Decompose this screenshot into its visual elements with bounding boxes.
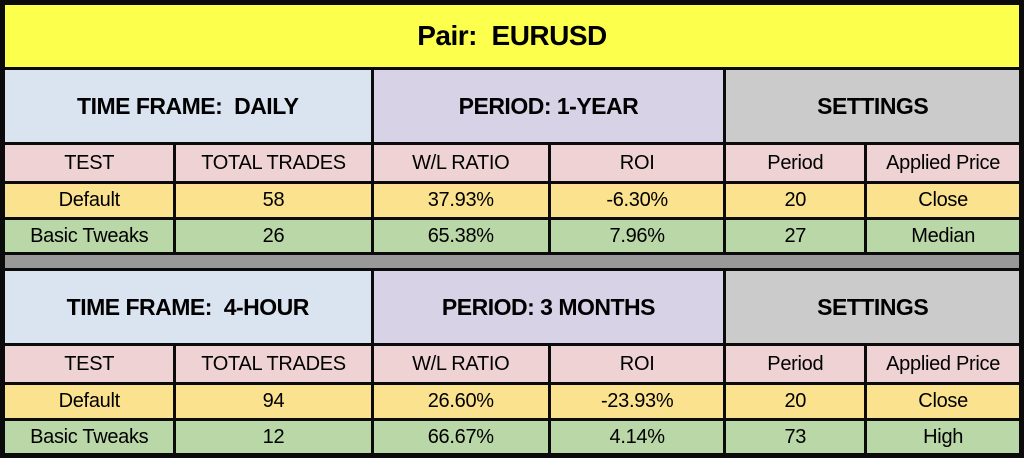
column-header-roi: ROI [550, 346, 724, 382]
table-cell: 27 [726, 220, 865, 252]
table-cell: High [867, 421, 1019, 453]
column-header-test: TEST [5, 346, 174, 382]
column-header-total-trades: TOTAL TRADES [176, 346, 371, 382]
table-cell: Basic Tweaks [5, 220, 174, 252]
table-cell: 37.93% [373, 184, 548, 217]
table-cell: 12 [176, 421, 371, 453]
table-cell: 4.14% [550, 421, 724, 453]
timeframe-header-daily: TIME FRAME: DAILY [5, 70, 371, 142]
table-cell: Close [867, 184, 1019, 217]
table-cell: Default [5, 184, 174, 217]
table-cell: Close [867, 385, 1019, 418]
table-cell: 58 [176, 184, 371, 217]
column-header-period: Period [726, 346, 865, 382]
table-cell: 26.60% [373, 385, 548, 418]
column-header-applied-price: Applied Price [867, 346, 1019, 382]
table-cell: Basic Tweaks [5, 421, 174, 453]
period-header-daily: PERIOD: 1-YEAR [373, 70, 724, 142]
table-cell: Default [5, 385, 174, 418]
section-4hour: TIME FRAME: 4-HOUR PERIOD: 3 MONTHS SETT… [5, 271, 1019, 453]
column-header-applied-price: Applied Price [867, 145, 1019, 181]
column-header-total-trades: TOTAL TRADES [176, 145, 371, 181]
table-cell: 20 [726, 184, 865, 217]
table-cell: -6.30% [550, 184, 724, 217]
column-header-wl-ratio: W/L RATIO [373, 346, 548, 382]
table-cell: 73 [726, 421, 865, 453]
column-header-period: Period [726, 145, 865, 181]
pair-title: Pair: EURUSD [417, 20, 607, 51]
table-cell: 20 [726, 385, 865, 418]
table-cell: 94 [176, 385, 371, 418]
column-header-wl-ratio: W/L RATIO [373, 145, 548, 181]
timeframe-header-4hour: TIME FRAME: 4-HOUR [5, 271, 371, 343]
column-header-roi: ROI [550, 145, 724, 181]
table-cell: -23.93% [550, 385, 724, 418]
section-daily: TIME FRAME: DAILY PERIOD: 1-YEAR SETTING… [5, 70, 1019, 252]
table-cell: 65.38% [373, 220, 548, 252]
table-cell: 7.96% [550, 220, 724, 252]
table-cell: Median [867, 220, 1019, 252]
table-cell: 66.67% [373, 421, 548, 453]
settings-header-daily: SETTINGS [726, 70, 1019, 142]
section-separator [5, 255, 1019, 268]
table-cell: 26 [176, 220, 371, 252]
column-header-test: TEST [5, 145, 174, 181]
period-header-4hour: PERIOD: 3 MONTHS [373, 271, 724, 343]
settings-header-4hour: SETTINGS [726, 271, 1019, 343]
pair-title-bar: Pair: EURUSD [5, 5, 1019, 67]
